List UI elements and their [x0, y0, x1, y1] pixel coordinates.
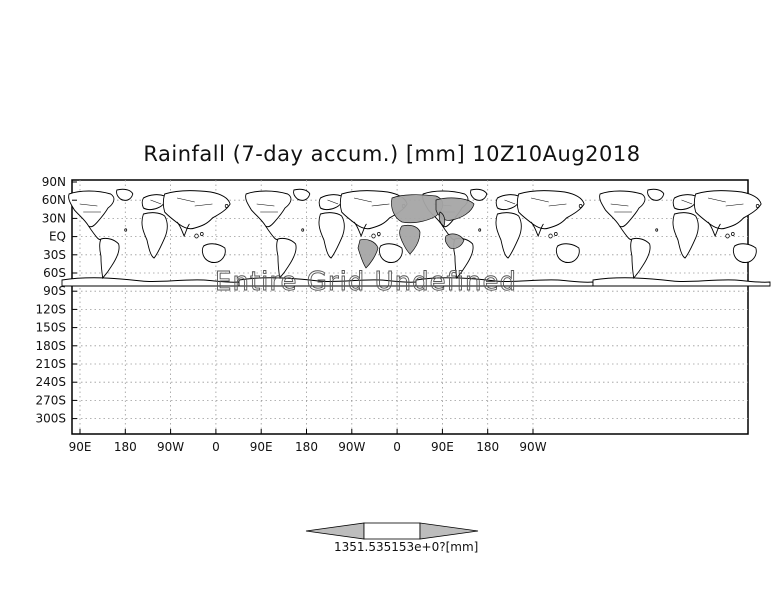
lat-tick-label: 120S: [35, 302, 66, 316]
lat-tick-label: 300S: [35, 412, 66, 426]
lat-tick-label: 30S: [43, 248, 66, 262]
lat-tick-label: 240S: [35, 375, 66, 389]
lat-tick-label: 180S: [35, 339, 66, 353]
latitude-axis: 90N 60N 30N EQ 30S 60S 90S 120S 150S 180S 210S 240S…: [35, 175, 77, 426]
colorbar-left-triangle: [305, 522, 365, 540]
lon-tick-label: 0: [393, 440, 401, 454]
lat-tick-label: 90N: [42, 175, 66, 189]
colorbar-label: 1351.535153e+0?[mm]: [334, 540, 479, 554]
lat-tick-label: 30N: [42, 211, 66, 225]
lon-tick-label: 90E: [250, 440, 273, 454]
lat-tick-label: 270S: [35, 393, 66, 407]
lon-tick-label: 90W: [157, 440, 184, 454]
lon-tick-label: 90W: [519, 440, 546, 454]
colorbar-middle: [363, 522, 421, 540]
undefined-grid-notice: Entire Grid Undefined: [215, 267, 517, 297]
lat-tick-label: 60N: [42, 193, 66, 207]
rainfall-region: [357, 239, 379, 269]
lat-tick-label: 60S: [43, 266, 66, 280]
lon-tick-label: 180: [295, 440, 318, 454]
rainfall-shading: [357, 194, 475, 269]
lat-tick-label: 90S: [43, 284, 66, 298]
lon-tick-label: 90W: [338, 440, 365, 454]
lon-tick-label: 180: [114, 440, 137, 454]
lat-tick-label: EQ: [49, 230, 66, 244]
rainfall-region: [444, 233, 465, 249]
colorbar-right-triangle: [419, 522, 479, 540]
lon-tick-label: 180: [476, 440, 499, 454]
rainfall-region: [438, 211, 446, 227]
lat-tick-label: 150S: [35, 321, 66, 335]
lon-tick-label: 90E: [69, 440, 92, 454]
colorbar: [305, 522, 479, 540]
lon-tick-label: 90E: [431, 440, 454, 454]
lon-tick-label: 0: [212, 440, 220, 454]
rainfall-region: [391, 194, 444, 224]
lat-tick-label: 210S: [35, 357, 66, 371]
longitude-axis: 90E 180 90W 0 90E 180 90W 0 90E 180 90W: [69, 429, 547, 454]
map-title: Rainfall (7-day accum.) [mm] 10Z10Aug201…: [143, 142, 641, 166]
rainfall-region: [399, 224, 421, 255]
